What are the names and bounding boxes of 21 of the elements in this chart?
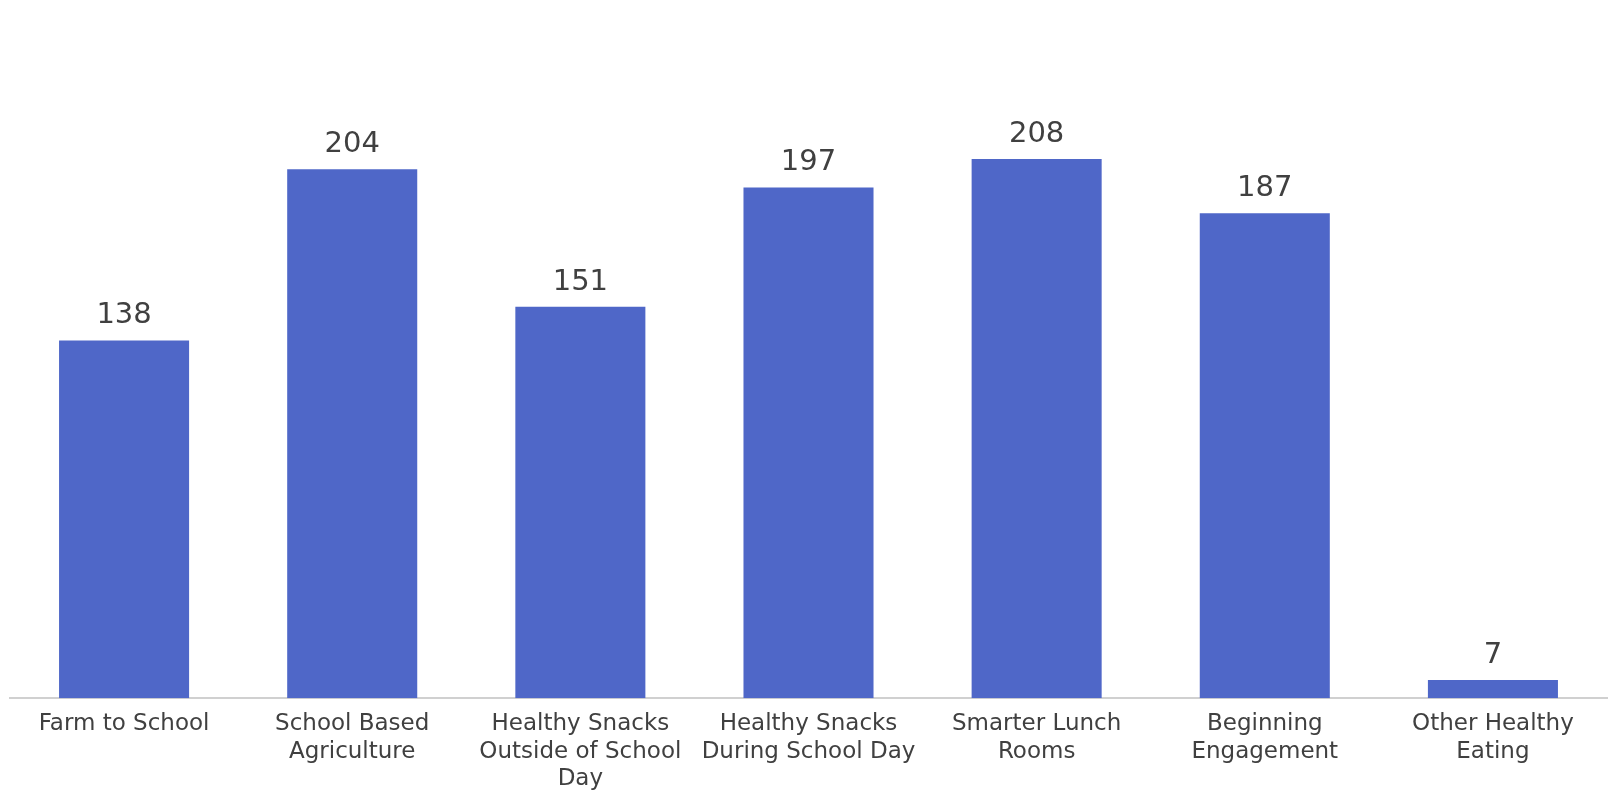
bar [1427, 680, 1558, 699]
bar [287, 169, 418, 699]
bar [1199, 213, 1330, 699]
data-label: 204 [324, 125, 380, 160]
data-label: 208 [1008, 114, 1065, 149]
data-label: 7 [1483, 636, 1503, 671]
x-tick-label: Beginning Engagement [1191, 708, 1339, 763]
bar [743, 187, 874, 699]
data-label: 197 [780, 143, 837, 178]
x-tick-label: Smarter Lunch Rooms [952, 708, 1122, 763]
x-tick-label: School Based Agriculture [275, 708, 430, 763]
data-label: 151 [552, 262, 609, 297]
bar [515, 306, 646, 699]
x-tick-label: Other Healthy Eating [1412, 708, 1574, 763]
data-label: 187 [1237, 169, 1293, 204]
x-tick-label: Healthy Snacks Outside of School Day [479, 708, 682, 791]
x-tick-label: Farm to School [38, 708, 210, 735]
bar [59, 340, 190, 699]
bar [971, 158, 1102, 699]
data-label: 138 [96, 296, 152, 331]
x-tick-label: Healthy Snacks During School Day [701, 708, 916, 763]
